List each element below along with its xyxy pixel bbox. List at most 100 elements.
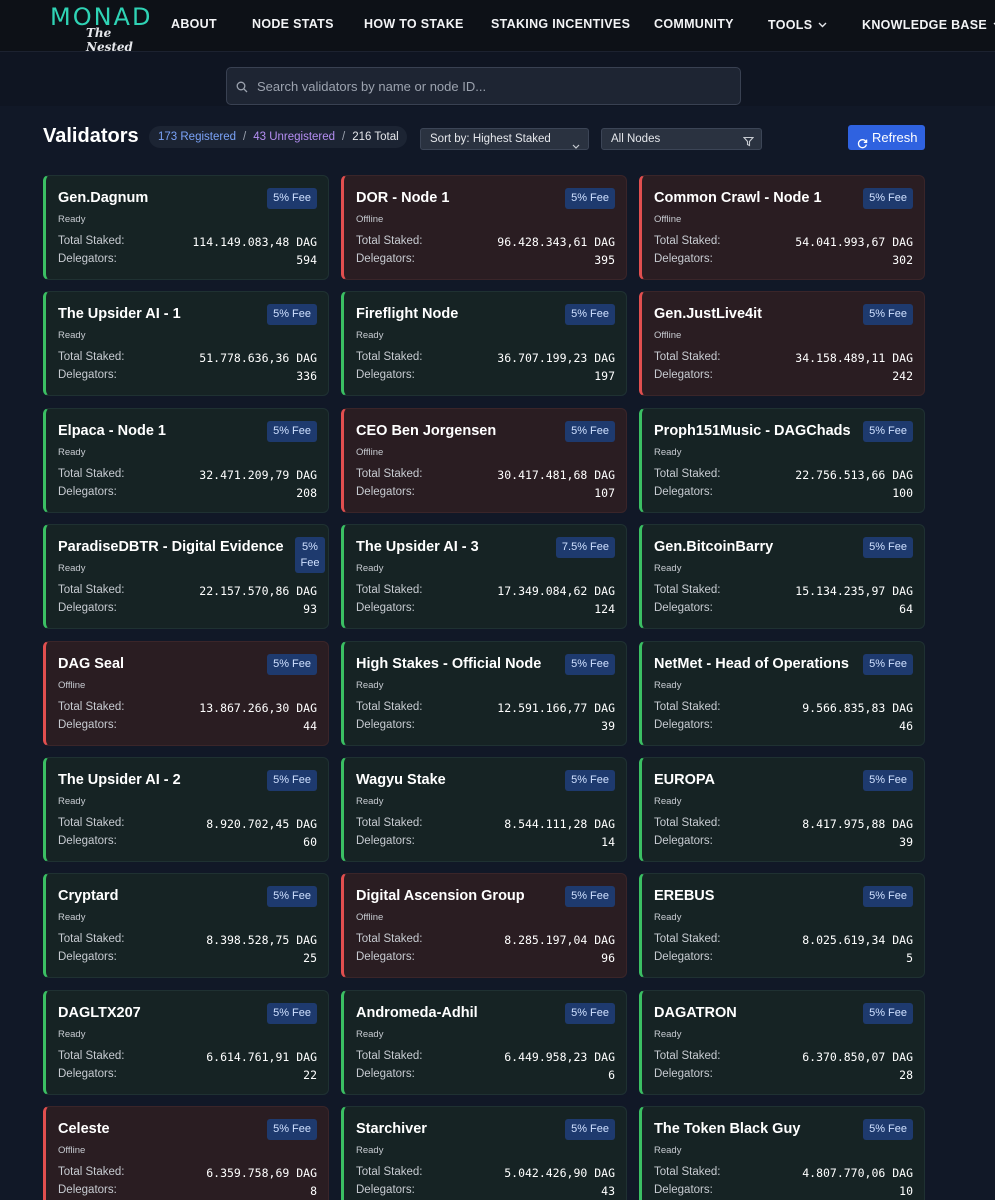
- validator-name[interactable]: Proph151Music - DAGChads: [654, 423, 851, 439]
- validator-card[interactable]: EUROPA 5% Fee Ready Total Staked: 8.417.975,…: [639, 757, 925, 862]
- fee-badge: 5% Fee: [267, 1119, 317, 1140]
- delegators-label: Delegators:: [654, 253, 713, 265]
- delegators-label: Delegators:: [58, 486, 117, 498]
- validator-card[interactable]: The Upsider AI - 1 5% Fee Ready Total Stake…: [43, 291, 329, 396]
- validator-name[interactable]: EUROPA: [654, 772, 715, 788]
- validator-name[interactable]: Cryptard: [58, 888, 119, 904]
- status-text: Ready: [356, 1145, 384, 1156]
- nav-how-to-stake[interactable]: HOW TO STAKE: [364, 17, 464, 31]
- validator-name[interactable]: The Upsider AI - 2: [58, 772, 181, 788]
- validator-card[interactable]: Celeste 5% Fee Offline Total Staked: 6.359.7…: [43, 1106, 329, 1200]
- site-logo[interactable]: MONAD The Nested: [50, 2, 154, 54]
- validator-card[interactable]: EREBUS 5% Fee Ready Total Staked: 8.025.619,…: [639, 873, 925, 978]
- validator-name[interactable]: DAG Seal: [58, 656, 125, 672]
- nav-node-stats[interactable]: NODE STATS: [252, 17, 334, 31]
- validator-card[interactable]: Wagyu Stake 5% Fee Ready Total Staked: 8.544…: [341, 757, 627, 862]
- status-text: Ready: [58, 563, 86, 574]
- total-staked-label: Total Staked:: [654, 701, 721, 713]
- validator-name[interactable]: CEO Ben Jorgensen: [356, 423, 497, 439]
- nav-community[interactable]: COMMUNITY: [654, 17, 734, 31]
- registered-count[interactable]: 173 Registered: [158, 131, 236, 143]
- delegators-label: Delegators:: [654, 951, 713, 963]
- total-staked-label: Total Staked:: [58, 468, 125, 480]
- validator-card[interactable]: Fireflight Node 5% Fee Ready Total Staked: 3…: [341, 291, 627, 396]
- validator-card[interactable]: DAGLTX207 5% Fee Ready Total Staked: 6.614.7…: [43, 990, 329, 1095]
- search-input[interactable]: [257, 68, 727, 104]
- validator-card[interactable]: The Token Black Guy 5% Fee Ready Total Stak…: [639, 1106, 925, 1200]
- validator-name[interactable]: Celeste: [58, 1121, 110, 1137]
- validator-card[interactable]: DOR - Node 1 5% Fee Offline Total Staked: 96…: [341, 175, 627, 280]
- delegators-value: 107: [594, 486, 615, 500]
- delegators-label: Delegators:: [654, 835, 713, 847]
- validator-name[interactable]: The Upsider AI - 1: [58, 306, 181, 322]
- validator-card[interactable]: DAG Seal 5% Fee Offline Total Staked: 13.867…: [43, 641, 329, 746]
- unregistered-count[interactable]: 43 Unregistered: [253, 131, 336, 143]
- validator-name[interactable]: Starchiver: [356, 1121, 427, 1137]
- fee-badge: 5% Fee: [863, 886, 913, 907]
- validator-card[interactable]: Common Crawl - Node 1 5% Fee Offline Total …: [639, 175, 925, 280]
- sort-select[interactable]: Sort by: Highest Staked: [420, 128, 589, 150]
- validator-card[interactable]: CEO Ben Jorgensen 5% Fee Offline Total Stak…: [341, 408, 627, 513]
- total-staked-label: Total Staked:: [58, 584, 125, 596]
- search-box[interactable]: [226, 67, 741, 105]
- validator-name[interactable]: EREBUS: [654, 888, 715, 904]
- validator-name[interactable]: DAGLTX207: [58, 1005, 141, 1021]
- delegators-label: Delegators:: [356, 719, 415, 731]
- validator-card[interactable]: The Upsider AI - 3 7.5% Fee Ready Total Sta…: [341, 524, 627, 629]
- nav-staking-incentives[interactable]: STAKING INCENTIVES: [491, 17, 631, 31]
- validator-name[interactable]: Fireflight Node: [356, 306, 459, 322]
- nav-about[interactable]: ABOUT: [171, 17, 217, 31]
- total-staked-value: 114.149.083,48 DAG: [192, 235, 317, 249]
- validator-card[interactable]: Starchiver 5% Fee Ready Total Staked: 5.042.…: [341, 1106, 627, 1200]
- validator-name[interactable]: Digital Ascension Group: [356, 888, 525, 904]
- nav-tools[interactable]: TOOLS: [768, 17, 827, 32]
- status-text: Ready: [58, 796, 86, 807]
- validator-name[interactable]: Gen.JustLive4it: [654, 306, 762, 322]
- validator-name[interactable]: High Stakes - Official Node: [356, 656, 542, 672]
- validator-card[interactable]: Elpaca - Node 1 5% Fee Ready Total Staked: 3…: [43, 408, 329, 513]
- validator-name[interactable]: DOR - Node 1: [356, 190, 450, 206]
- validator-name[interactable]: Gen.Dagnum: [58, 190, 149, 206]
- validator-card[interactable]: Gen.JustLive4it 5% Fee Offline Total Staked…: [639, 291, 925, 396]
- validator-name[interactable]: Elpaca - Node 1: [58, 423, 166, 439]
- validator-name[interactable]: NetMet - Head of Operations: [654, 656, 849, 672]
- total-staked-label: Total Staked:: [356, 701, 423, 713]
- node-filter-select[interactable]: All Nodes: [601, 128, 762, 150]
- validator-name[interactable]: ParadiseDBTR - Digital Evidence: [58, 539, 284, 555]
- validator-card[interactable]: Andromeda-Adhil 5% Fee Ready Total Staked: 6…: [341, 990, 627, 1095]
- validator-name[interactable]: The Upsider AI - 3: [356, 539, 479, 555]
- validator-card[interactable]: ParadiseDBTR - Digital Evidence 5% Fee Rea…: [43, 524, 329, 629]
- total-staked-value: 36.707.199,23 DAG: [497, 351, 615, 365]
- fee-badge: 5% Fee: [295, 537, 325, 573]
- refresh-button[interactable]: Refresh: [848, 125, 925, 150]
- validator-card[interactable]: Gen.BitcoinBarry 5% Fee Ready Total Staked:…: [639, 524, 925, 629]
- validator-name[interactable]: Wagyu Stake: [356, 772, 446, 788]
- validator-name[interactable]: The Token Black Guy: [654, 1121, 801, 1137]
- validator-card[interactable]: High Stakes - Official Node 5% Fee Ready To…: [341, 641, 627, 746]
- validator-card[interactable]: Proph151Music - DAGChads 5% Fee Ready Total…: [639, 408, 925, 513]
- validator-card[interactable]: NetMet - Head of Operations 5% Fee Ready To…: [639, 641, 925, 746]
- validator-name[interactable]: Common Crawl - Node 1: [654, 190, 822, 206]
- validator-card[interactable]: Gen.Dagnum 5% Fee Ready Total Staked: 114.14…: [43, 175, 329, 280]
- validator-name[interactable]: DAGATRON: [654, 1005, 737, 1021]
- status-text: Ready: [654, 912, 682, 923]
- delegators-value: 242: [892, 369, 913, 383]
- delegators-label: Delegators:: [58, 602, 117, 614]
- count-separator: /: [243, 131, 247, 143]
- delegators-value: 22: [303, 1068, 317, 1082]
- fee-badge: 5% Fee: [863, 770, 913, 791]
- validator-name[interactable]: Andromeda-Adhil: [356, 1005, 478, 1021]
- nav-knowledge-base[interactable]: KNOWLEDGE BASE: [862, 17, 995, 32]
- total-staked-value: 96.428.343,61 DAG: [497, 235, 615, 249]
- delegators-value: 100: [892, 486, 913, 500]
- total-staked-value: 8.920.702,45 DAG: [206, 817, 317, 831]
- validator-name[interactable]: Gen.BitcoinBarry: [654, 539, 774, 555]
- validator-card[interactable]: The Upsider AI - 2 5% Fee Ready Total Stake…: [43, 757, 329, 862]
- total-count: 216 Total: [352, 131, 399, 143]
- fee-badge: 5% Fee: [267, 654, 317, 675]
- total-staked-value: 8.285.197,04 DAG: [504, 933, 615, 947]
- validator-card[interactable]: DAGATRON 5% Fee Ready Total Staked: 6.370.85…: [639, 990, 925, 1095]
- validator-card[interactable]: Digital Ascension Group 5% Fee Offline Tota…: [341, 873, 627, 978]
- total-staked-label: Total Staked:: [654, 1050, 721, 1062]
- validator-card[interactable]: Cryptard 5% Fee Ready Total Staked: 8.398.52…: [43, 873, 329, 978]
